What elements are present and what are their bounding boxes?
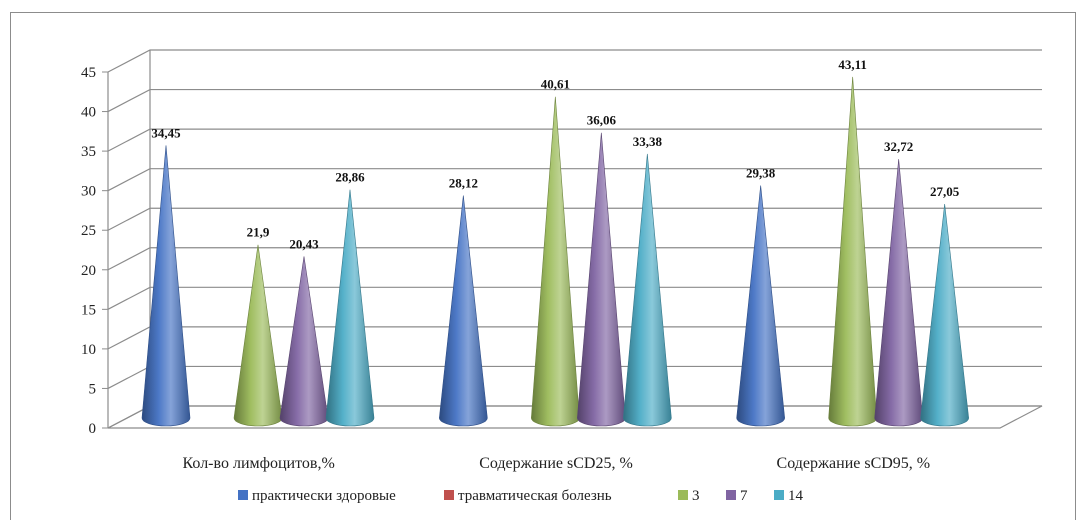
cone bbox=[736, 185, 785, 427]
category-label: Содержание sCD95, % bbox=[777, 455, 931, 472]
legend-swatch bbox=[444, 490, 454, 500]
y-tick-label: 25 bbox=[81, 223, 96, 239]
data-label: 27,05 bbox=[930, 184, 960, 199]
y-tick-label: 40 bbox=[81, 105, 96, 121]
y-tick-label: 30 bbox=[81, 184, 96, 200]
cone bbox=[531, 96, 580, 427]
data-labels: 34,45 21,9 20,43 28,86 28,12 40,61 36,06 33,38 2… bbox=[151, 57, 959, 251]
gridline bbox=[107, 247, 1042, 271]
category-label: Содержание sCD25, % bbox=[479, 455, 633, 472]
y-tick-label: 10 bbox=[81, 342, 96, 358]
data-label: 21,9 bbox=[247, 225, 270, 240]
legend-swatch bbox=[678, 490, 688, 500]
y-tick-label: 15 bbox=[81, 302, 96, 318]
data-label: 40,61 bbox=[541, 77, 570, 92]
gridline bbox=[107, 207, 1042, 231]
data-label: 28,12 bbox=[449, 176, 478, 191]
legend-label: практически здоровые bbox=[252, 488, 396, 504]
legend-item: травматическая болезнь bbox=[444, 488, 612, 504]
legend-label: 3 bbox=[692, 488, 700, 504]
gridline bbox=[107, 168, 1042, 192]
chart-frame bbox=[10, 12, 1076, 520]
cone bbox=[874, 159, 923, 427]
data-label: 32,72 bbox=[884, 139, 913, 154]
y-tick-label: 35 bbox=[81, 144, 96, 160]
gridline bbox=[107, 88, 1042, 113]
cone bbox=[141, 145, 191, 427]
data-cones bbox=[141, 76, 969, 427]
data-label: 33,38 bbox=[633, 134, 663, 149]
legend-label: 14 bbox=[788, 488, 804, 504]
x-axis: Кол-во лимфоцитов,% Содержание sCD25, % Со… bbox=[183, 455, 931, 472]
y-tick-label: 0 bbox=[89, 421, 97, 437]
legend-item: 3 bbox=[678, 488, 700, 504]
data-label: 29,38 bbox=[746, 166, 776, 181]
gridline bbox=[107, 128, 1042, 152]
gridline bbox=[107, 286, 1042, 310]
cone bbox=[325, 189, 375, 427]
data-label: 36,06 bbox=[587, 113, 617, 128]
cone bbox=[279, 256, 329, 427]
gridline bbox=[107, 49, 1042, 73]
legend-label: 7 bbox=[740, 488, 748, 504]
legend-label: травматическая болезнь bbox=[458, 488, 612, 504]
y-axis: 0 5 10 15 20 25 30 35 40 45 bbox=[81, 65, 108, 437]
cone bbox=[233, 244, 283, 427]
legend-item: 7 bbox=[726, 488, 748, 504]
legend-swatch bbox=[238, 490, 248, 500]
data-label: 34,45 bbox=[151, 125, 181, 140]
cone bbox=[623, 153, 672, 427]
legend-swatch bbox=[774, 490, 784, 500]
legend-item: 14 bbox=[774, 488, 804, 504]
data-label: 28,86 bbox=[335, 170, 365, 185]
legend-swatch bbox=[726, 490, 736, 500]
cone bbox=[577, 132, 626, 427]
data-label: 20,43 bbox=[289, 236, 319, 251]
y-tick-label: 20 bbox=[81, 263, 96, 279]
legend: практически здоровые травматическая болез… bbox=[238, 488, 804, 504]
cone bbox=[920, 203, 969, 427]
cone bbox=[439, 195, 488, 427]
y-tick-label: 5 bbox=[89, 381, 97, 397]
legend-item: практически здоровые bbox=[238, 488, 396, 504]
category-label: Кол-во лимфоцитов,% bbox=[183, 455, 335, 472]
y-tick-label: 45 bbox=[81, 65, 96, 81]
data-label: 43,11 bbox=[838, 57, 867, 72]
